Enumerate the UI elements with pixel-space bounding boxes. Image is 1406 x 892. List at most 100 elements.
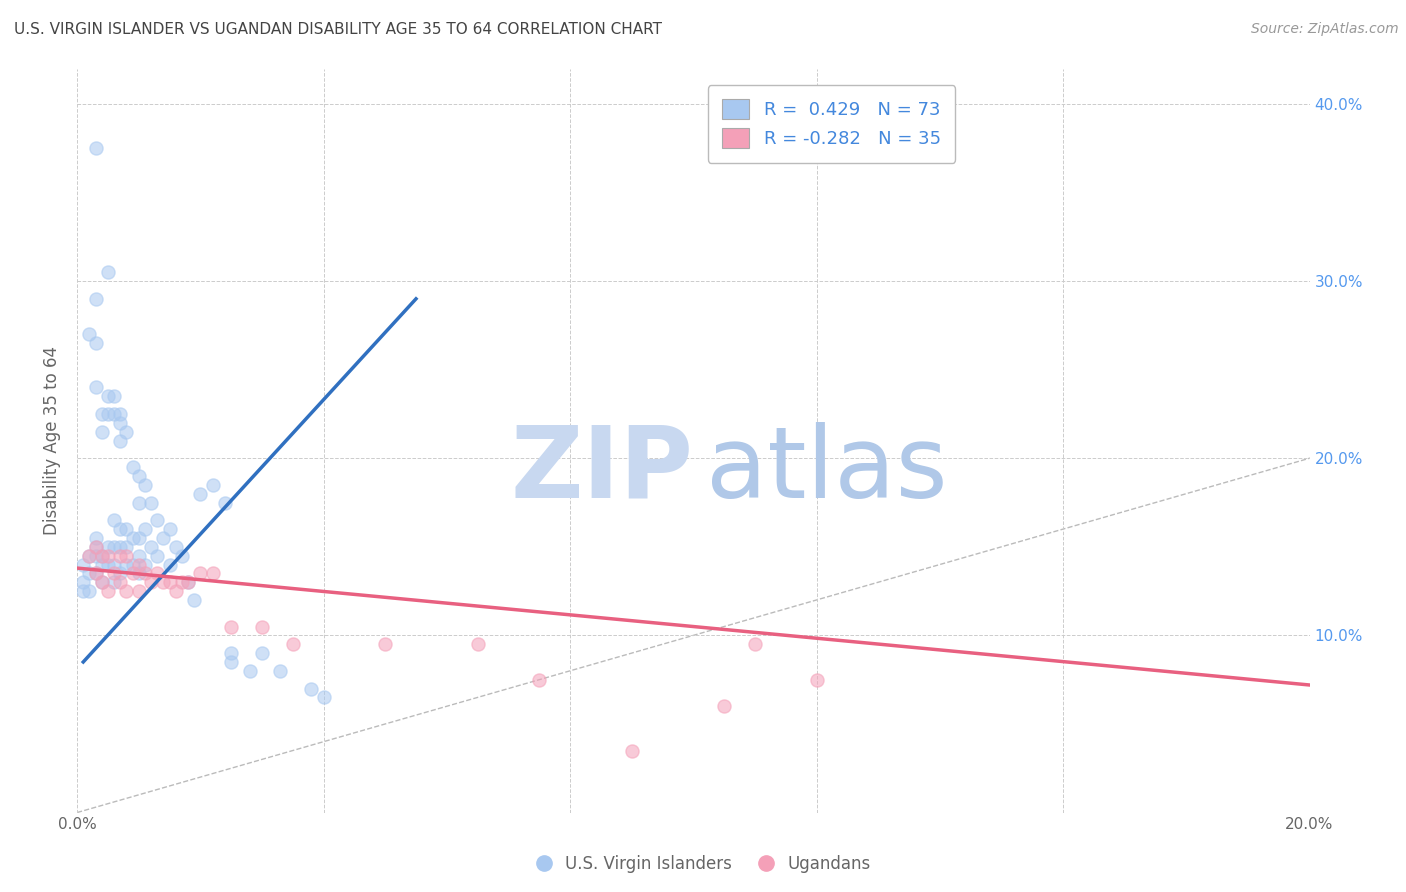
Point: [115, 425, 138, 439]
Point: [97, 389, 120, 403]
Point: [84, 549, 107, 563]
Point: [115, 549, 138, 563]
Point: [214, 495, 236, 509]
Point: [170, 549, 193, 563]
Point: [806, 673, 828, 687]
Y-axis label: Disability Age 35 to 64: Disability Age 35 to 64: [44, 346, 60, 535]
Text: atlas: atlas: [706, 422, 948, 519]
Point: [97, 558, 120, 572]
Point: [97, 407, 120, 421]
Point: [128, 566, 150, 581]
Point: [103, 389, 125, 403]
Point: [79, 327, 101, 342]
Point: [110, 566, 132, 581]
Point: [159, 522, 181, 536]
Point: [165, 584, 187, 599]
Point: [152, 575, 174, 590]
Point: [183, 593, 205, 607]
Point: [744, 637, 766, 651]
Point: [84, 531, 107, 545]
Point: [84, 336, 107, 351]
Point: [134, 558, 156, 572]
Point: [97, 265, 120, 279]
Point: [121, 558, 143, 572]
Point: [177, 575, 200, 590]
Point: [374, 637, 396, 651]
Point: [177, 575, 200, 590]
Point: [219, 655, 242, 669]
Point: [146, 566, 169, 581]
Point: [115, 540, 138, 554]
Point: [110, 540, 132, 554]
Point: [219, 619, 242, 633]
Point: [139, 495, 162, 509]
Point: [128, 531, 150, 545]
Point: [134, 522, 156, 536]
Legend: U.S. Virgin Islanders, Ugandans: U.S. Virgin Islanders, Ugandans: [529, 848, 877, 880]
Point: [79, 549, 101, 563]
Point: [84, 540, 107, 554]
Point: [110, 434, 132, 448]
Point: [269, 664, 291, 678]
Point: [97, 540, 120, 554]
Point: [103, 540, 125, 554]
Point: [250, 619, 273, 633]
Point: [72, 575, 94, 590]
Point: [188, 486, 211, 500]
Point: [103, 407, 125, 421]
Point: [84, 566, 107, 581]
Point: [115, 584, 138, 599]
Point: [103, 558, 125, 572]
Point: [79, 584, 101, 599]
Point: [110, 407, 132, 421]
Point: [90, 549, 112, 563]
Point: [250, 646, 273, 660]
Point: [97, 549, 120, 563]
Point: [146, 513, 169, 527]
Point: [201, 566, 224, 581]
Point: [90, 407, 112, 421]
Point: [79, 566, 101, 581]
Point: [152, 531, 174, 545]
Point: [128, 549, 150, 563]
Point: [139, 575, 162, 590]
Point: [529, 673, 551, 687]
Point: [72, 584, 94, 599]
Point: [239, 664, 262, 678]
Point: [134, 566, 156, 581]
Point: [128, 495, 150, 509]
Legend: R =  0.429   N = 73, R = -0.282   N = 35: R = 0.429 N = 73, R = -0.282 N = 35: [707, 85, 956, 162]
Point: [84, 292, 107, 306]
Point: [146, 549, 169, 563]
Point: [159, 575, 181, 590]
Point: [84, 566, 107, 581]
Point: [467, 637, 489, 651]
Point: [84, 540, 107, 554]
Point: [110, 416, 132, 430]
Point: [188, 566, 211, 581]
Point: [128, 469, 150, 483]
Point: [90, 575, 112, 590]
Point: [121, 460, 143, 475]
Point: [165, 540, 187, 554]
Point: [110, 522, 132, 536]
Point: [299, 681, 322, 696]
Point: [90, 425, 112, 439]
Point: [170, 575, 193, 590]
Point: [103, 513, 125, 527]
Point: [110, 575, 132, 590]
Point: [103, 575, 125, 590]
Point: [134, 478, 156, 492]
Point: [620, 743, 643, 757]
Point: [128, 584, 150, 599]
Text: U.S. VIRGIN ISLANDER VS UGANDAN DISABILITY AGE 35 TO 64 CORRELATION CHART: U.S. VIRGIN ISLANDER VS UGANDAN DISABILI…: [14, 22, 662, 37]
Point: [312, 690, 335, 705]
Point: [115, 522, 138, 536]
Point: [201, 478, 224, 492]
Point: [103, 566, 125, 581]
Point: [84, 380, 107, 394]
Point: [90, 549, 112, 563]
Point: [121, 566, 143, 581]
Point: [90, 575, 112, 590]
Text: Source: ZipAtlas.com: Source: ZipAtlas.com: [1251, 22, 1399, 37]
